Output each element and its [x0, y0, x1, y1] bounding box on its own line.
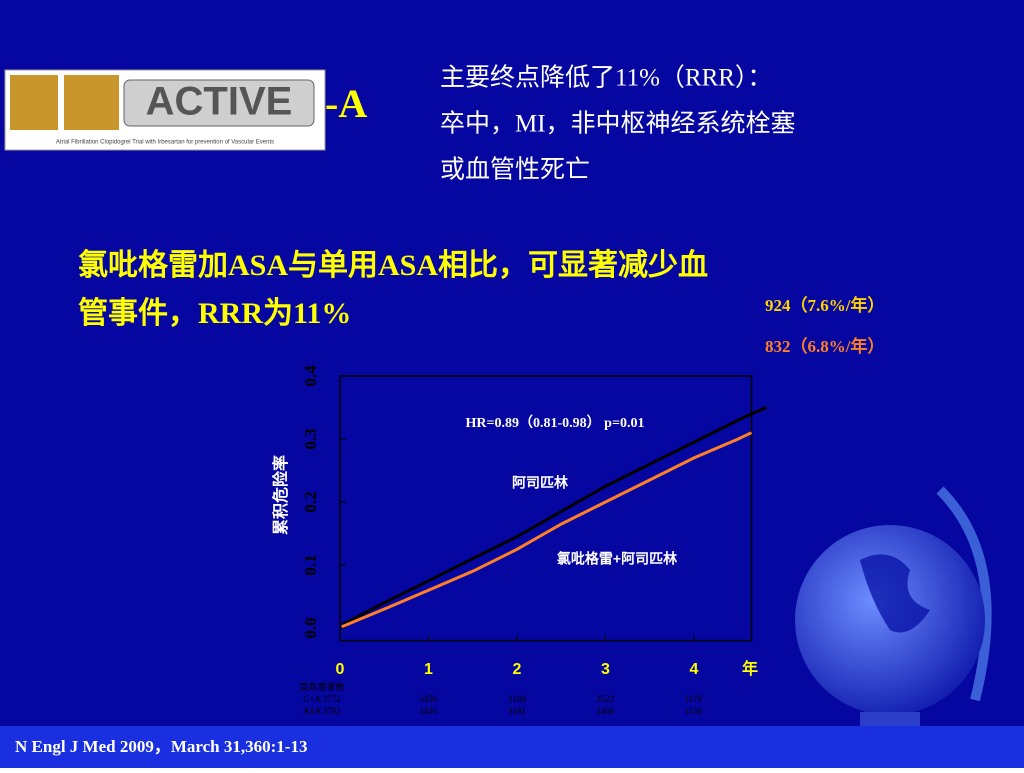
globe	[795, 486, 992, 726]
x-axis-label: 年	[742, 659, 758, 678]
series-label: 阿司匹林	[512, 475, 568, 491]
x-tick-label: 3	[601, 661, 610, 678]
risk-cell: 3456	[419, 694, 438, 704]
logo-tagline: Atrial Fibrillation Clopidogrel Trial wi…	[56, 140, 274, 146]
risk-cell: 3180	[508, 694, 527, 704]
endpoint-line: 主要终点降低了11%（RRR）：	[440, 64, 772, 92]
x-tick-label: 2	[513, 661, 522, 678]
risk-cell: C+A 3772	[303, 694, 340, 704]
risk-cell: 2460	[596, 706, 615, 716]
footer: N Engl J Med 2009，March 31,360:1-13	[15, 737, 307, 756]
logo-suffix: -A	[325, 81, 367, 126]
x-tick-label: 4	[690, 661, 699, 678]
headline: 氯吡格雷加ASA与单用ASA相比，可显著减少血	[78, 248, 708, 282]
footer-bar	[0, 726, 1024, 768]
risk-cell: ASA 3782	[303, 706, 341, 716]
endpoint-line: 或血管性死亡	[440, 156, 590, 184]
y-tick-label: 0.0	[301, 617, 320, 638]
risk-cell: 3181	[508, 706, 526, 716]
y-axis-label: 累积危险率	[271, 455, 290, 535]
y-tick-label: 0.4	[301, 365, 320, 387]
series-label: 氯吡格雷+阿司匹林	[557, 551, 677, 567]
risk-table-title: 高危患者数	[299, 681, 344, 692]
y-tick-label: 0.2	[301, 491, 320, 512]
risk-cell: 3426	[419, 706, 438, 716]
y-tick-label: 0.3	[301, 428, 320, 449]
x-tick-label: 0	[336, 661, 345, 678]
logo-name: ACTIVE	[146, 80, 293, 124]
annotation: HR=0.89（0.81-0.98） p=0.01	[466, 415, 645, 431]
risk-cell: 1179	[684, 694, 702, 704]
event-count: 924（7.6%/年）	[765, 295, 884, 315]
series-line	[341, 431, 753, 629]
y-tick-label: 0.1	[301, 554, 320, 575]
logo: ACTIVE Atrial Fibrillation Clopidogrel T…	[4, 69, 326, 151]
event-count: 832（6.8%/年）	[765, 336, 884, 356]
risk-cell: 2522	[596, 694, 614, 704]
series-line	[341, 406, 768, 627]
risk-cell: 1156	[684, 706, 702, 716]
plot-frame	[339, 375, 753, 642]
headline: 管事件，RRR为11%	[78, 297, 351, 330]
x-tick-label: 1	[424, 661, 433, 678]
endpoint-line: 卒中，MI，非中枢神经系统栓塞	[440, 110, 796, 138]
